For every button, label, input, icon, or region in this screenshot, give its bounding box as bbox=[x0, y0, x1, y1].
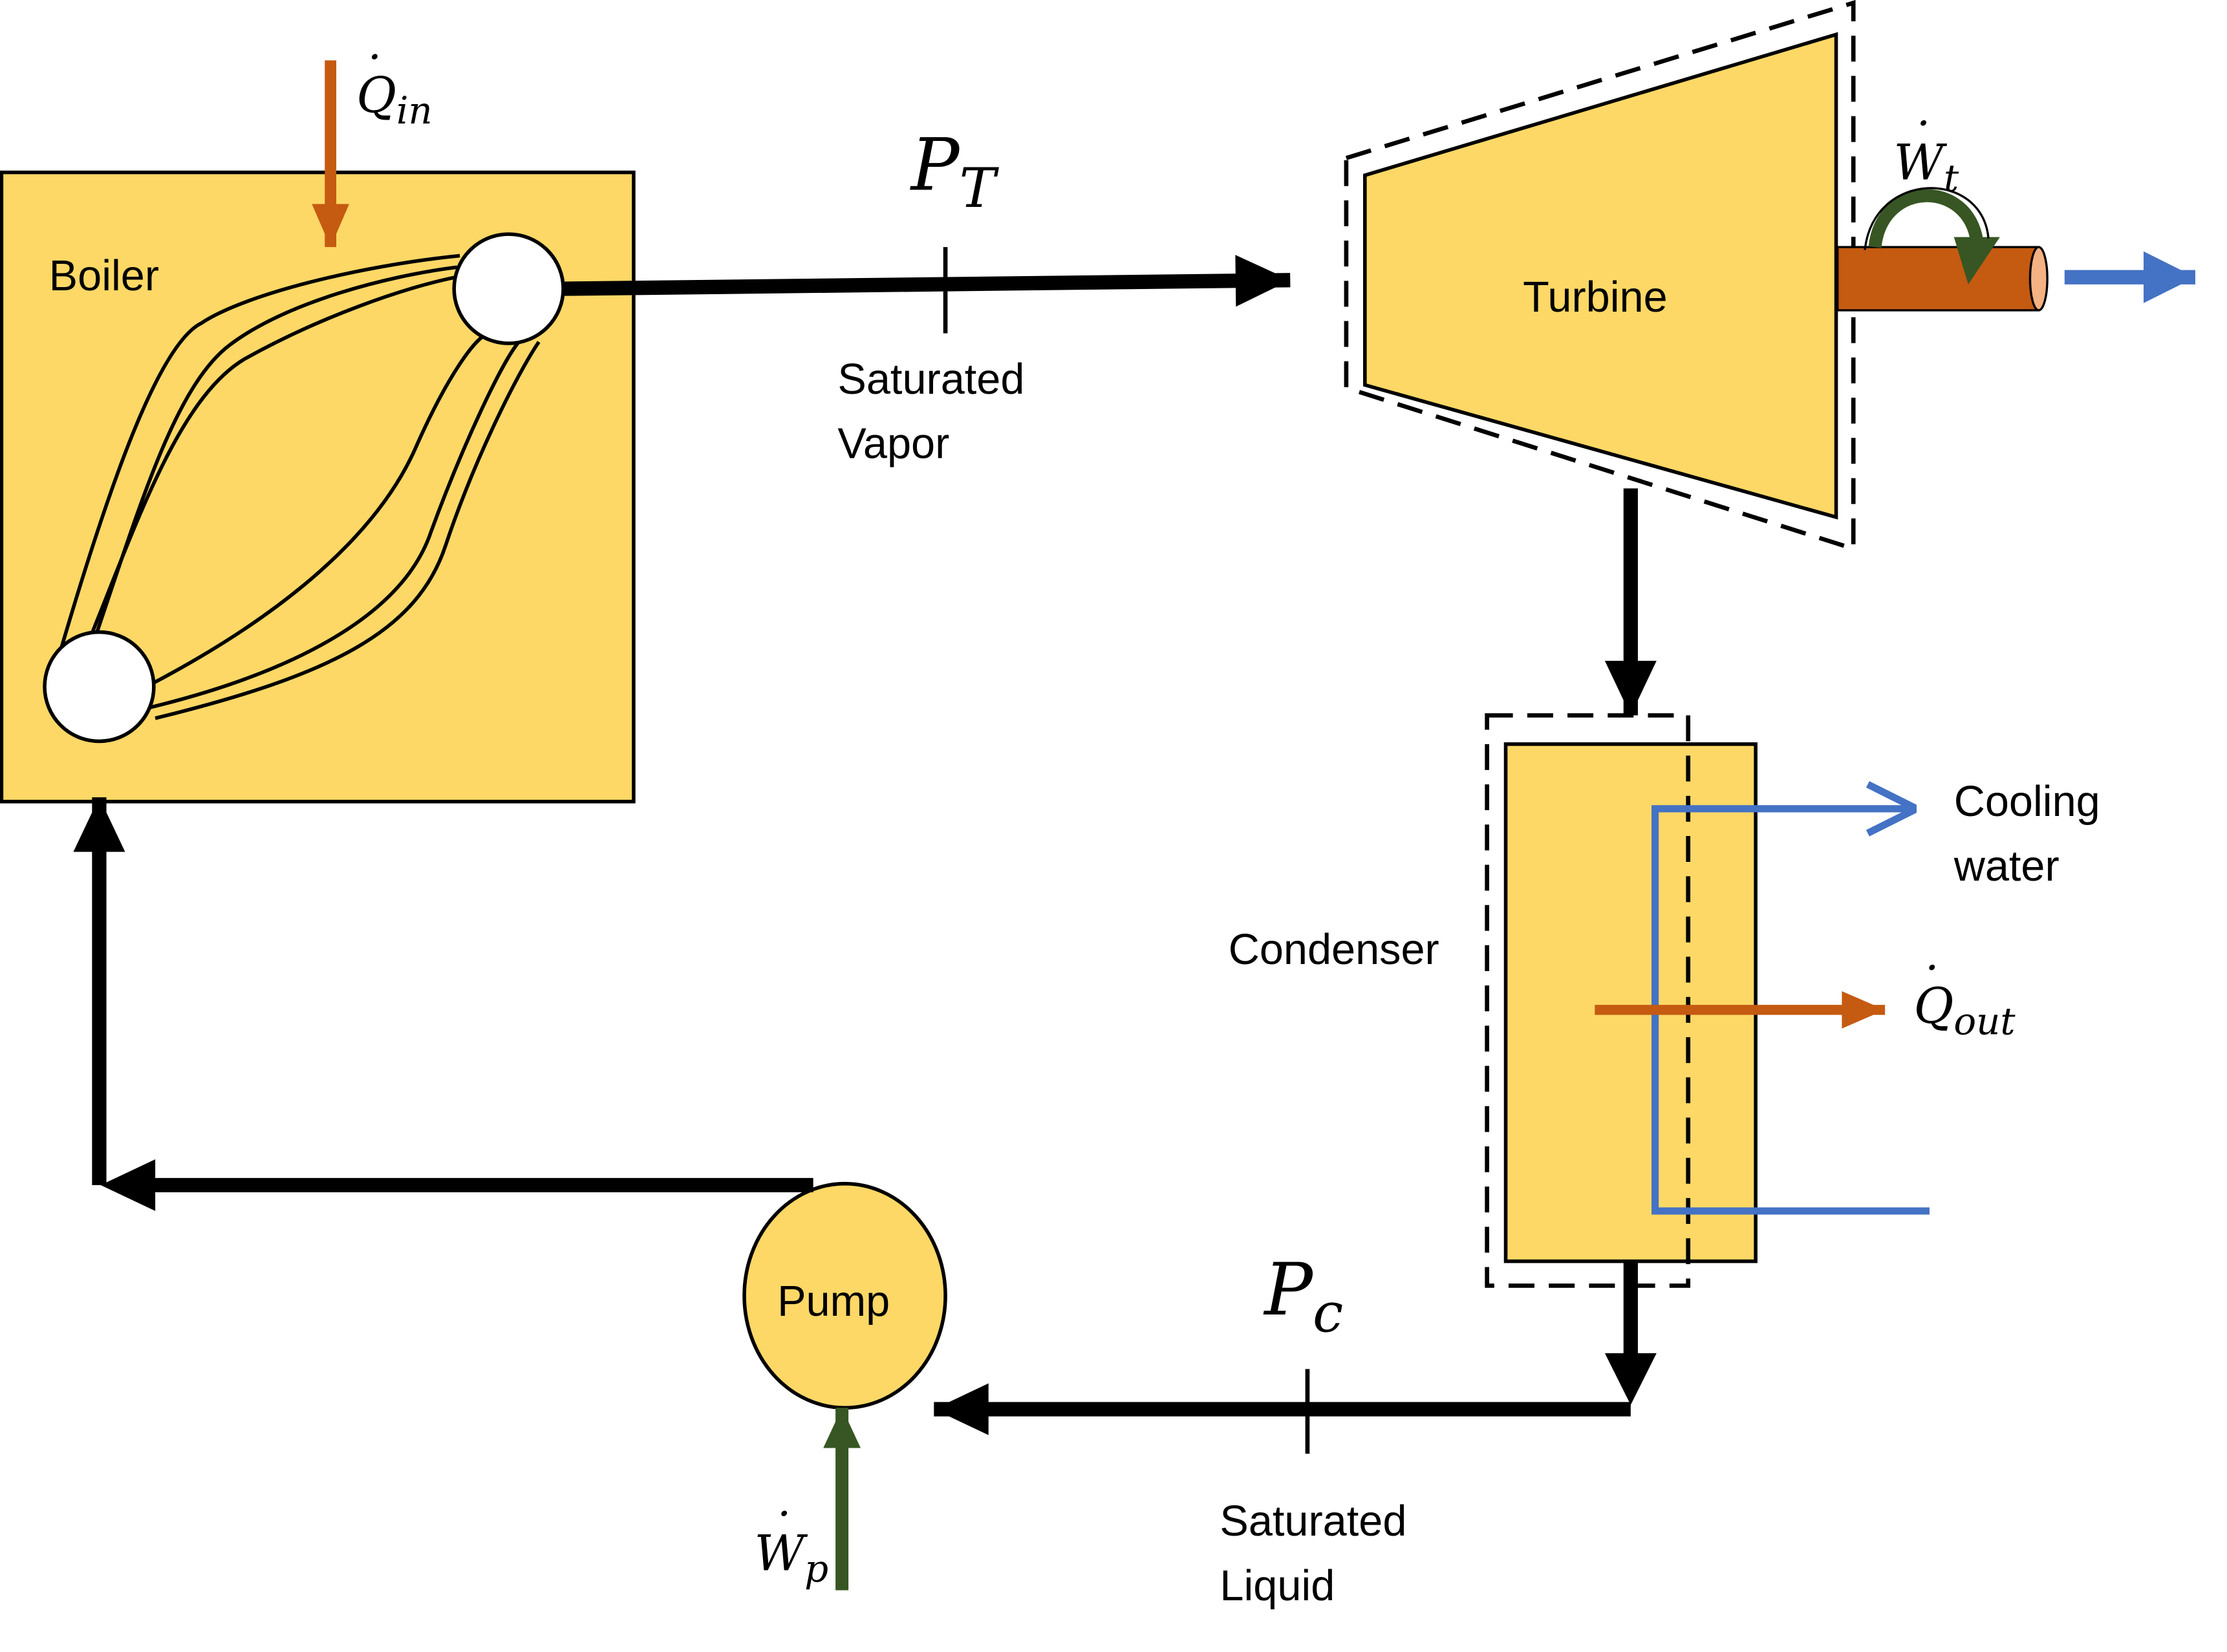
p-c-symbol: P bbox=[1263, 1249, 1314, 1332]
condenser: Condenser bbox=[1229, 713, 1758, 1288]
pump-inlet-state: Saturated Liquid bbox=[1220, 1497, 1418, 1610]
q-out-label: Qout bbox=[1914, 978, 2016, 1044]
boiler-lower-header bbox=[43, 630, 156, 744]
w-t-label: Wt bbox=[1893, 134, 1959, 200]
q-out-symbol: Q bbox=[1914, 978, 1954, 1035]
turbine-shaft bbox=[1836, 187, 2049, 312]
boiler: Boiler bbox=[0, 170, 636, 804]
q-in-dot: · bbox=[368, 32, 382, 82]
condenser-body bbox=[1503, 742, 1758, 1263]
boiler-label: Boiler bbox=[49, 252, 159, 300]
w-t-dot: · bbox=[1917, 98, 1930, 148]
turbine-inlet-state-line2: Vapor bbox=[837, 420, 949, 468]
pipe-boiler-to-turbine bbox=[563, 255, 1291, 307]
turbine-inlet-state-line1: Saturated bbox=[837, 356, 1024, 403]
pump-inlet-state-line1: Saturated bbox=[1220, 1497, 1406, 1545]
w-t-subscript: t bbox=[1944, 156, 1959, 200]
p-t-symbol: P bbox=[910, 123, 961, 207]
q-out-dot: · bbox=[1925, 943, 1939, 993]
condenser-label: Condenser bbox=[1229, 926, 1439, 974]
cooling-water-label: Cooling water bbox=[1953, 778, 2113, 890]
turbine-inlet-state: Saturated Vapor bbox=[837, 356, 1037, 468]
p-c-label: Pc bbox=[1263, 1249, 1343, 1345]
shaft-body bbox=[1836, 246, 2040, 312]
cooling-water-line1: Cooling bbox=[1954, 778, 2100, 826]
shaft-rotation-arrow bbox=[1868, 189, 1984, 248]
condenser-control-volume bbox=[1485, 713, 1691, 1288]
p-c-subscript: c bbox=[1313, 1282, 1343, 1345]
condenser-outlet-arrowhead bbox=[1604, 1353, 1657, 1405]
turbine: Turbine bbox=[1344, 0, 1856, 552]
w-p-dot: · bbox=[777, 1488, 791, 1539]
pipe-return-arrowhead bbox=[100, 1159, 156, 1211]
pump-label: Pump bbox=[777, 1278, 890, 1325]
w-p-label: Wp bbox=[755, 1525, 829, 1591]
boiler-upper-header bbox=[452, 232, 565, 345]
w-t-symbol: W bbox=[1893, 134, 1947, 191]
w-p-symbol: W bbox=[755, 1525, 808, 1582]
p-t-label: PT bbox=[910, 123, 1000, 220]
shaft-rotation-outline bbox=[1864, 187, 1990, 250]
q-out-subscript: out bbox=[1953, 1000, 2016, 1044]
cooling-water-line2: water bbox=[1953, 842, 2060, 890]
shaft-end bbox=[2028, 246, 2049, 312]
q-in-symbol: Q bbox=[356, 67, 396, 123]
q-in-subscript: in bbox=[396, 89, 433, 133]
shaft-rotation-head bbox=[1953, 237, 2000, 284]
turbine-label: Turbine bbox=[1523, 274, 1667, 321]
p-t-subscript: T bbox=[959, 156, 999, 220]
turbine-body bbox=[1363, 32, 1838, 520]
pump: Pump bbox=[742, 1181, 947, 1410]
pump-inlet-state-line2: Liquid bbox=[1220, 1562, 1335, 1610]
w-p-subscript: p bbox=[804, 1547, 828, 1591]
boiler-tubes bbox=[56, 253, 541, 720]
q-in-label: Qin bbox=[356, 67, 433, 133]
